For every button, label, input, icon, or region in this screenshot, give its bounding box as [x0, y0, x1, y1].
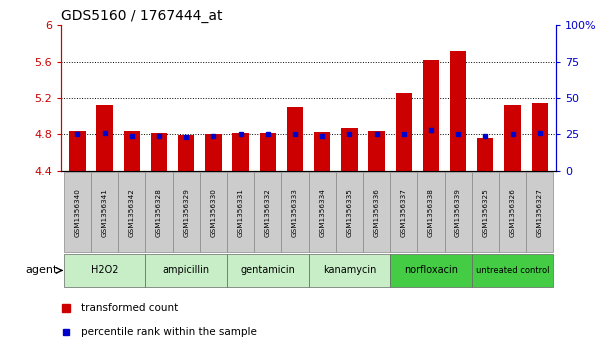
- Bar: [178, 135, 194, 171]
- Text: GSM1356325: GSM1356325: [482, 188, 488, 237]
- Text: ampicillin: ampicillin: [163, 265, 210, 276]
- Bar: [232, 134, 249, 171]
- Bar: [314, 132, 331, 171]
- Text: GSM1356342: GSM1356342: [129, 188, 135, 237]
- Bar: [172, 172, 200, 252]
- Bar: [368, 131, 385, 171]
- Bar: [145, 172, 172, 252]
- Bar: [254, 172, 281, 252]
- Text: GSM1356330: GSM1356330: [210, 188, 216, 237]
- Bar: [472, 172, 499, 252]
- Text: GSM1356327: GSM1356327: [536, 188, 543, 237]
- Bar: [445, 172, 472, 252]
- Bar: [227, 254, 309, 287]
- Bar: [309, 254, 390, 287]
- Text: transformed count: transformed count: [81, 303, 178, 313]
- Text: norfloxacin: norfloxacin: [404, 265, 458, 276]
- Text: percentile rank within the sample: percentile rank within the sample: [81, 327, 257, 337]
- Bar: [151, 134, 167, 171]
- Bar: [504, 105, 521, 171]
- Bar: [260, 134, 276, 171]
- Text: agent: agent: [26, 265, 58, 276]
- Bar: [477, 138, 494, 171]
- Bar: [64, 254, 145, 287]
- Bar: [417, 172, 445, 252]
- Text: GSM1356329: GSM1356329: [183, 188, 189, 237]
- Bar: [363, 172, 390, 252]
- Text: GSM1356336: GSM1356336: [373, 188, 379, 237]
- Bar: [390, 254, 472, 287]
- Bar: [287, 107, 303, 171]
- Bar: [499, 172, 526, 252]
- Bar: [390, 172, 417, 252]
- Text: GDS5160 / 1767444_at: GDS5160 / 1767444_at: [61, 9, 222, 23]
- Text: gentamicin: gentamicin: [240, 265, 295, 276]
- Text: GSM1356339: GSM1356339: [455, 188, 461, 237]
- Text: untreated control: untreated control: [476, 266, 549, 275]
- Bar: [200, 172, 227, 252]
- Bar: [341, 128, 357, 171]
- Bar: [64, 172, 91, 252]
- Bar: [336, 172, 363, 252]
- Bar: [526, 172, 554, 252]
- Text: H2O2: H2O2: [91, 265, 119, 276]
- Text: GSM1356337: GSM1356337: [401, 188, 407, 237]
- Text: GSM1356338: GSM1356338: [428, 188, 434, 237]
- Text: GSM1356334: GSM1356334: [319, 188, 325, 237]
- Bar: [205, 134, 222, 171]
- Bar: [281, 172, 309, 252]
- Text: GSM1356331: GSM1356331: [238, 188, 244, 237]
- Text: GSM1356332: GSM1356332: [265, 188, 271, 237]
- Bar: [145, 254, 227, 287]
- Bar: [395, 93, 412, 171]
- Bar: [69, 131, 86, 171]
- Text: GSM1356326: GSM1356326: [510, 188, 516, 237]
- Text: GSM1356340: GSM1356340: [75, 188, 81, 237]
- Bar: [423, 60, 439, 171]
- Bar: [118, 172, 145, 252]
- Bar: [91, 172, 118, 252]
- Bar: [532, 103, 548, 171]
- Bar: [472, 254, 554, 287]
- Bar: [97, 105, 113, 171]
- Text: kanamycin: kanamycin: [323, 265, 376, 276]
- Text: GSM1356333: GSM1356333: [292, 188, 298, 237]
- Text: GSM1356328: GSM1356328: [156, 188, 162, 237]
- Text: GSM1356341: GSM1356341: [101, 188, 108, 237]
- Bar: [309, 172, 336, 252]
- Bar: [227, 172, 254, 252]
- Text: GSM1356335: GSM1356335: [346, 188, 353, 237]
- Bar: [123, 131, 140, 171]
- Bar: [450, 51, 466, 171]
